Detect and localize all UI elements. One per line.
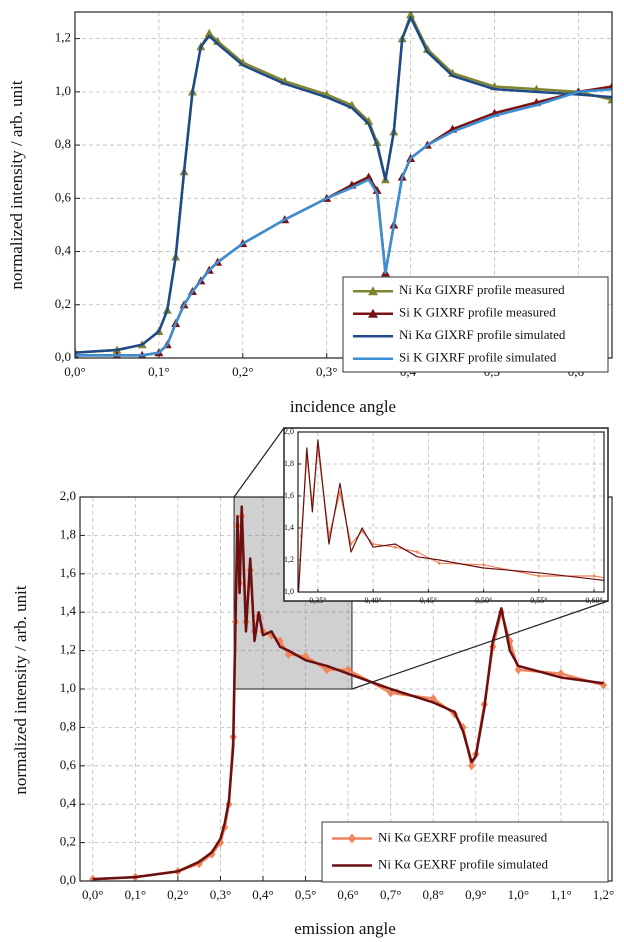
legend-label: Ni Kα GEXRF profile simulated [378,856,549,871]
plot-area [89,505,608,881]
x-tick-label: 0,40° [365,596,382,605]
y-tick-label: 2,0 [284,427,294,436]
legend-label: Ni Kα GIXRF profile measured [399,282,565,297]
x-tick-label: 0,4° [252,887,273,902]
x-tick-label: 0,3° [210,887,231,902]
y-tick-label: 1,0 [55,83,71,98]
zoom-connector [233,427,285,498]
y-tick-label: 0,6 [60,757,77,772]
y-axis-label: normalized intensity / arb. unit [7,80,26,289]
marker [372,185,382,194]
series-line [92,505,604,881]
legend-label: Si K GIXRF profile measured [399,305,556,320]
plot-frame [297,431,605,593]
marker [387,688,395,698]
y-tick-label: 0,4 [55,243,72,258]
y-tick-label: 1,8 [60,526,76,541]
marker [592,574,596,578]
y-tick-label: 1,0 [284,587,294,596]
marker [393,545,397,550]
x-tick-label: 0,1° [125,887,146,902]
x-axis-label: incidence angle [290,397,396,416]
marker [204,28,214,37]
y-tick-label: 1,2 [55,30,71,45]
marker [459,722,467,732]
plot-area [75,12,612,358]
x-tick-label: 0,9° [465,887,486,902]
y-tick-label: 1,2 [60,642,76,657]
marker [151,742,154,746]
marker [323,665,331,675]
inset-background [283,427,609,602]
x-tick-label: 0,55° [530,596,547,605]
marker [239,728,242,732]
x-tick-label: 0,5° [295,887,316,902]
x-tick-label: 0,8° [423,887,444,902]
y-tick-label: 0,8 [60,718,76,733]
marker [206,736,209,740]
x-tick-label: 0,0° [64,364,85,379]
marker [364,172,374,181]
x-tick-label: 1,1° [550,887,571,902]
marker [406,12,416,19]
x-tick-label: 0,35° [309,596,326,605]
series-line [298,439,604,592]
legend-box [321,821,609,883]
y-tick-label: 1,4 [284,523,294,532]
y-tick-label: 0,6 [55,189,72,204]
series-line [75,87,612,357]
x-tick-label: 0,7° [380,887,401,902]
zoom-connector [351,600,609,690]
y-tick-label: 1,6 [60,565,77,580]
x-tick-label: 0,2° [167,887,188,902]
y-tick-label: 0,4 [60,795,77,810]
x-tick-label: 0,1° [148,364,169,379]
x-tick-label: 0,0° [82,887,103,902]
legend-box [342,276,609,373]
marker [437,561,442,566]
x-tick-label: 0,6° [337,887,358,902]
marker [422,44,432,53]
x-tick-label: 1,2° [593,887,614,902]
y-tick-label: 0,2 [55,296,71,311]
y-tick-label: 1,0 [60,680,76,695]
marker [481,562,486,567]
legend-label: Ni Kα GEXRF profile measured [378,829,548,844]
y-tick-label: 0,2 [60,834,76,849]
x-tick-label: 0,60° [585,596,602,605]
marker [276,636,284,646]
marker [368,286,378,296]
y-tick-label: 2,0 [60,488,76,503]
y-tick-label: 1,4 [60,603,77,618]
marker [208,849,216,859]
marker [348,833,356,844]
series-line [75,16,612,354]
x-tick-label: 0,45° [420,596,437,605]
y-tick-label: 1,2 [284,555,294,564]
y-tick-label: 0,8 [55,136,71,151]
legend-label: Si K GIXRF profile simulated [399,350,557,365]
x-tick-label: 0,50° [475,596,492,605]
x-tick-label: 0,3° [316,364,337,379]
marker [514,665,522,675]
x-tick-label: 1,0° [508,887,529,902]
x-axis-label: emission angle [294,919,396,938]
marker [415,550,419,554]
legend-label: Ni Kα GIXRF profile simulated [399,327,566,342]
marker [537,574,541,578]
marker [467,761,476,771]
y-tick-label: 0,0 [55,349,71,364]
y-tick-label: 0,0 [60,872,76,887]
marker [40,747,43,751]
y-axis-label: normalized intensity / arb. unit [11,585,30,794]
plot-area [40,439,604,751]
x-tick-label: 0,2° [232,364,253,379]
y-tick-label: 1,6 [284,491,294,500]
marker [368,308,378,318]
marker [272,705,275,709]
y-tick-label: 1,8 [284,459,294,468]
